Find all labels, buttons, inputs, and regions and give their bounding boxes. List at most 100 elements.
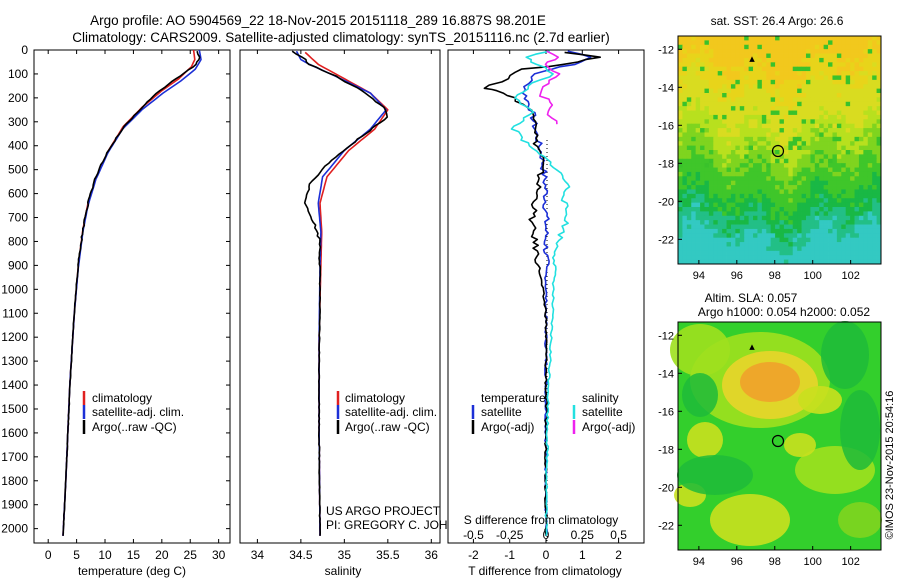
sst-cell xyxy=(845,211,851,217)
latitude-tick-label: -16 xyxy=(658,406,674,418)
sst-cell xyxy=(766,220,772,225)
sst-cell xyxy=(717,49,723,54)
sst-cell xyxy=(717,233,723,239)
sst-cell xyxy=(770,36,776,41)
sst-cell xyxy=(704,75,710,81)
sst-cell xyxy=(810,233,816,239)
sst-cell xyxy=(678,71,683,76)
sst-cell xyxy=(704,106,710,111)
sst-cell xyxy=(753,106,758,111)
sst-cell xyxy=(805,246,811,252)
sst-cell xyxy=(695,202,701,208)
sst-cell xyxy=(801,163,807,168)
sst-cell xyxy=(788,150,794,155)
sst-cell xyxy=(850,44,855,50)
sst-cell xyxy=(779,88,785,94)
legend-heading-temperature: temperature xyxy=(481,391,546,405)
sst-cell xyxy=(823,242,829,247)
sst-cell xyxy=(810,128,816,133)
sst-cell xyxy=(766,84,772,90)
sst-cell xyxy=(832,242,838,247)
sst-cell xyxy=(788,224,794,230)
sla-anomaly-blob xyxy=(710,494,790,546)
sst-cell xyxy=(788,171,794,177)
sst-cell xyxy=(805,136,811,142)
sst-cell xyxy=(766,44,772,50)
sst-cell xyxy=(792,123,798,129)
sst-cell xyxy=(819,123,825,129)
sst-cell xyxy=(726,198,732,204)
sst-cell xyxy=(766,40,772,46)
sst-cell xyxy=(708,145,714,151)
sst-cell xyxy=(845,154,851,160)
sst-cell xyxy=(682,40,688,46)
sst-cell xyxy=(682,158,688,164)
sst-cell xyxy=(761,185,767,190)
sst-cell xyxy=(700,185,705,190)
sst-cell xyxy=(753,242,758,247)
sst-cell xyxy=(805,88,811,94)
sst-cell xyxy=(748,154,754,160)
sst-cell xyxy=(797,49,802,54)
sst-cell xyxy=(779,158,785,164)
longitude-tick-label: 102 xyxy=(841,270,859,282)
sst-cell xyxy=(805,145,811,151)
sst-cell xyxy=(797,114,802,120)
longitude-tick-label: 94 xyxy=(693,556,705,568)
sst-cell xyxy=(823,163,829,168)
sst-cell xyxy=(761,88,767,94)
sst-cell xyxy=(858,110,864,116)
sst-cell xyxy=(753,259,758,265)
sst-cell xyxy=(788,220,794,225)
sst-cell xyxy=(775,79,780,85)
sst-cell xyxy=(708,128,714,133)
sst-cell xyxy=(788,215,794,221)
sst-cell xyxy=(876,211,882,217)
sst-cell xyxy=(863,40,869,46)
sst-cell xyxy=(704,237,710,243)
sst-cell xyxy=(792,150,798,155)
sst-cell xyxy=(682,101,688,107)
sst-cell xyxy=(823,132,829,138)
sst-cell xyxy=(828,75,833,81)
sst-cell xyxy=(801,171,807,177)
sst-cell xyxy=(686,171,692,177)
sst-cell xyxy=(850,62,855,68)
sst-cell xyxy=(850,171,855,177)
header-line-1: Argo profile: AO 5904569_22 18-Nov-2015 … xyxy=(90,13,546,28)
sst-cell xyxy=(867,71,873,76)
sst-cell xyxy=(810,176,816,182)
sst-cell xyxy=(730,66,736,72)
sst-cell xyxy=(713,36,719,41)
sst-cell xyxy=(801,110,807,116)
sst-cell xyxy=(872,101,877,107)
sst-cell xyxy=(700,84,705,90)
sst-cell xyxy=(691,88,697,94)
difference-panel: -2 -1 0 1 2-0.5 -0.25 0 0.25 0.5 S difference fr… xyxy=(447,49,645,578)
sst-cell xyxy=(810,255,816,261)
sst-cell xyxy=(805,93,811,98)
sst-cell xyxy=(678,40,683,46)
sst-cell xyxy=(686,233,692,239)
sst-cell xyxy=(836,40,842,46)
sst-cell xyxy=(717,53,723,59)
sst-cell xyxy=(819,259,825,265)
sst-cell xyxy=(872,193,877,199)
sst-cell xyxy=(722,255,727,261)
sst-cell xyxy=(872,145,877,151)
sst-cell xyxy=(854,66,860,72)
pressure-tick-label: 1200 xyxy=(1,330,28,344)
sst-cell xyxy=(841,246,847,252)
sst-cell xyxy=(700,158,705,164)
sst-cell xyxy=(872,154,877,160)
sst-cell xyxy=(713,93,719,98)
sst-cell xyxy=(810,246,816,252)
sst-cell xyxy=(700,220,705,225)
sst-cell xyxy=(867,132,873,138)
sst-cell xyxy=(766,88,772,94)
sst-cell xyxy=(744,36,750,41)
sst-cell xyxy=(797,44,802,50)
sst-cell xyxy=(735,224,741,230)
sst-cell xyxy=(757,141,763,147)
sst-cell xyxy=(748,145,754,151)
